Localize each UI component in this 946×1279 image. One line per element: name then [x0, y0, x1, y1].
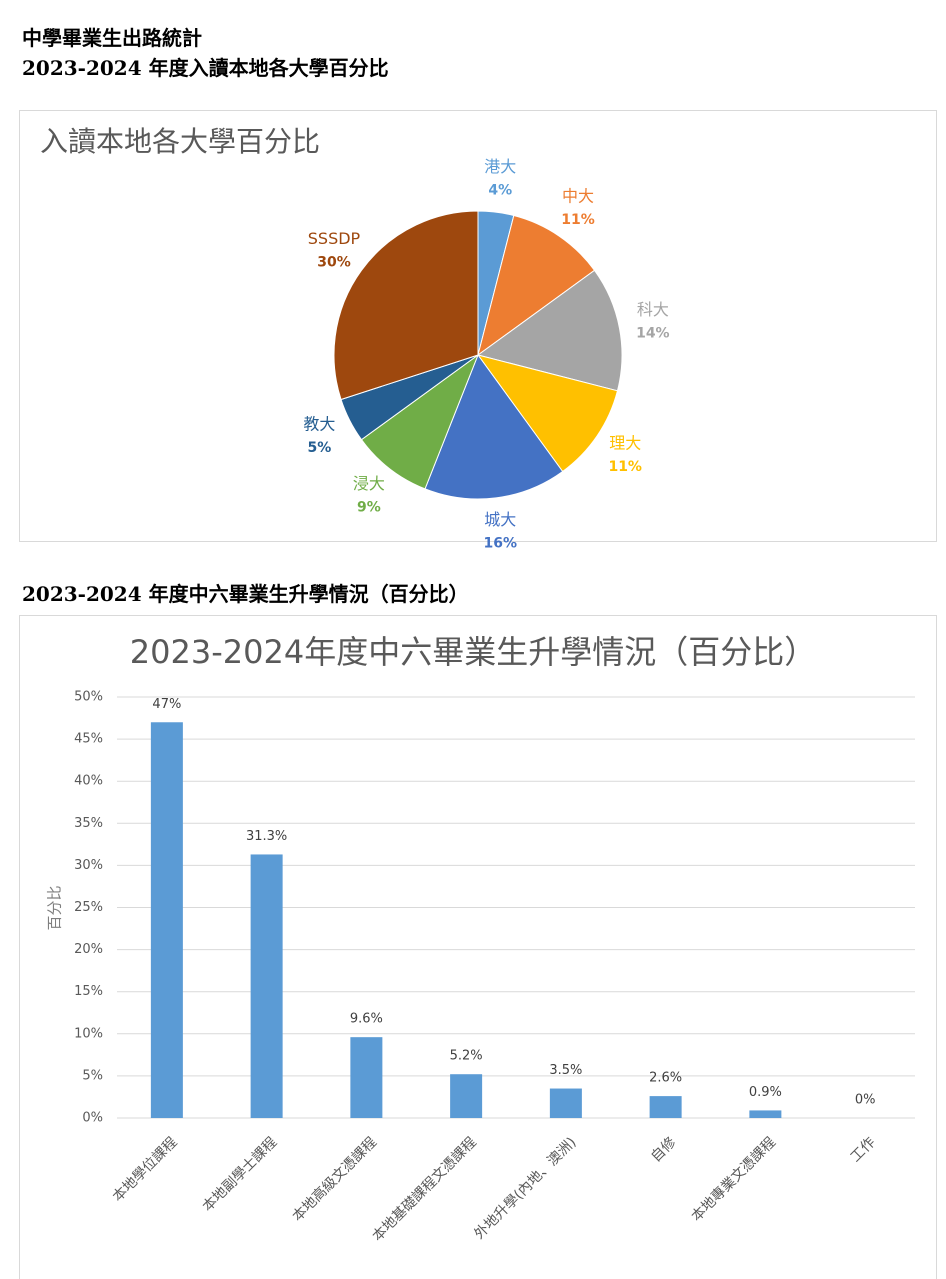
- slice-value: 16%: [484, 536, 518, 552]
- y-tick-label: 0%: [82, 1111, 103, 1126]
- bar: [250, 854, 283, 1118]
- slice-label: 中大: [562, 186, 594, 205]
- chart-title: 入讀本地各大學百分比: [40, 125, 320, 158]
- y-tick-label: 35%: [74, 816, 103, 831]
- slice-label: 浸大: [353, 474, 385, 493]
- slice-label: 港大: [484, 157, 516, 176]
- y-tick-label: 30%: [74, 858, 103, 873]
- slice-value: 9%: [357, 500, 381, 516]
- pie-slice: [476, 354, 619, 473]
- slice-value: 4%: [488, 182, 512, 198]
- pie-slice: [476, 269, 623, 392]
- bar-value-label: 47%: [152, 697, 181, 712]
- y-tick-label: 40%: [74, 774, 103, 789]
- doc-title: 中學畢業生出路統計: [22, 26, 202, 50]
- bar-value-label: 31.3%: [246, 829, 287, 844]
- y-tick-label: 15%: [74, 984, 103, 999]
- slice-label: 理大: [609, 434, 641, 453]
- pie-slice: [477, 214, 596, 357]
- bar: [549, 1088, 582, 1118]
- pie-slice: [333, 210, 479, 401]
- slice-value: 11%: [608, 459, 642, 475]
- section-title: 2023-2024 年度中六畢業生升學情況（百分比）: [22, 582, 469, 606]
- slice-value: 14%: [636, 326, 670, 342]
- bar-value-label: 3.5%: [549, 1063, 582, 1078]
- doc-subtitle: 2023-2024 年度入讀本地各大學百分比: [22, 56, 389, 80]
- bar: [150, 722, 183, 1118]
- bar-value-label: 2.6%: [649, 1071, 682, 1086]
- y-tick-label: 5%: [82, 1068, 103, 1083]
- slice-value: 11%: [561, 212, 595, 228]
- y-tick-label: 45%: [74, 732, 103, 747]
- bar: [350, 1037, 383, 1118]
- slice-label: 教大: [303, 414, 335, 433]
- pie-slice: [424, 353, 564, 500]
- slice-label: 科大: [637, 300, 669, 319]
- slice-label: 城大: [484, 510, 516, 529]
- bar-chart: 2023-2024年度中六畢業生升學情況（百分比） 百分比 0% 5% 10% 15%…: [19, 615, 937, 1279]
- bar-value-label: 0%: [855, 1093, 876, 1108]
- y-tick-label: 50%: [74, 690, 103, 705]
- bar-value-label: 9.6%: [350, 1012, 383, 1027]
- y-tick-label: 10%: [74, 1026, 103, 1041]
- bar: [450, 1074, 483, 1118]
- pie-chart: 入讀本地各大學百分比 港大 4% 中大 11% 科大 14% 理大 11% 城大 16% 浸大 9% 教…: [19, 110, 937, 552]
- pie-slice: [360, 353, 480, 490]
- y-tick-label: 25%: [74, 900, 103, 915]
- bar: [649, 1096, 682, 1118]
- slice-value: 5%: [308, 440, 332, 456]
- bar-value-label: 0.9%: [749, 1085, 782, 1100]
- y-axis-label: 百分比: [46, 885, 64, 930]
- slice-value: 30%: [317, 254, 351, 270]
- bar-value-label: 5.2%: [450, 1049, 483, 1064]
- slice-label: SSSDP: [308, 229, 361, 248]
- chart-title: 2023-2024年度中六畢業生升學情況（百分比）: [130, 633, 816, 671]
- bar: [749, 1110, 782, 1118]
- y-tick-label: 20%: [74, 942, 103, 957]
